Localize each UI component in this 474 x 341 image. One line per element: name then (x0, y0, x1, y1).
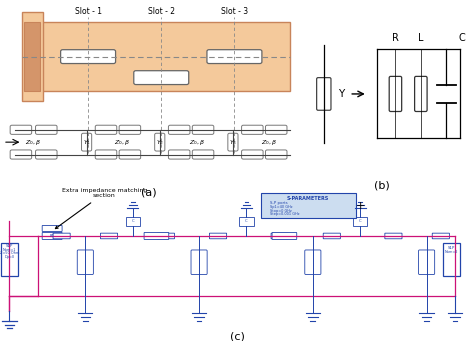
FancyBboxPatch shape (144, 233, 169, 239)
FancyBboxPatch shape (207, 50, 262, 63)
Text: Step=0.001 GHz: Step=0.001 GHz (270, 212, 300, 217)
FancyBboxPatch shape (168, 150, 190, 159)
FancyBboxPatch shape (134, 71, 189, 85)
FancyBboxPatch shape (323, 233, 340, 239)
FancyBboxPatch shape (242, 150, 263, 159)
Text: Slot - 3: Slot - 3 (221, 6, 248, 16)
Text: R: R (392, 33, 399, 43)
Bar (353, 217, 367, 226)
Text: C: C (131, 220, 134, 223)
FancyBboxPatch shape (265, 150, 287, 159)
Text: Num=1: Num=1 (3, 248, 17, 252)
FancyBboxPatch shape (305, 250, 321, 275)
FancyBboxPatch shape (272, 233, 297, 239)
FancyBboxPatch shape (10, 150, 32, 159)
FancyBboxPatch shape (419, 250, 435, 275)
Bar (126, 217, 140, 226)
Bar (443, 243, 460, 276)
FancyBboxPatch shape (210, 233, 227, 239)
Text: Slot - 1: Slot - 1 (74, 6, 101, 16)
FancyBboxPatch shape (271, 233, 288, 239)
Text: C: C (359, 220, 362, 223)
Text: Num=2: Num=2 (445, 251, 458, 254)
FancyBboxPatch shape (36, 125, 57, 134)
Text: $Z_0,\beta$: $Z_0,\beta$ (261, 138, 277, 147)
FancyBboxPatch shape (168, 125, 190, 134)
Text: S-P ports: S-P ports (270, 202, 288, 206)
FancyBboxPatch shape (119, 125, 141, 134)
Text: C: C (459, 33, 466, 43)
Text: C: C (245, 220, 248, 223)
FancyBboxPatch shape (10, 125, 32, 134)
Text: $Z_0,\beta$: $Z_0,\beta$ (189, 138, 205, 147)
FancyBboxPatch shape (191, 250, 207, 275)
FancyBboxPatch shape (385, 233, 402, 239)
FancyBboxPatch shape (36, 150, 57, 159)
FancyBboxPatch shape (265, 125, 287, 134)
Text: Slot - 2: Slot - 2 (148, 6, 175, 16)
Text: Y: Y (337, 89, 344, 99)
FancyBboxPatch shape (317, 78, 331, 110)
FancyBboxPatch shape (157, 233, 174, 239)
FancyBboxPatch shape (77, 250, 93, 275)
Text: Z=50 Ohm: Z=50 Ohm (0, 251, 19, 255)
Text: $Y_2$: $Y_2$ (155, 138, 164, 147)
Text: Extra impedance matching
section: Extra impedance matching section (55, 188, 147, 228)
Text: $Z_0,\beta$: $Z_0,\beta$ (25, 138, 41, 147)
Text: $Y_3$: $Y_3$ (229, 138, 237, 147)
FancyBboxPatch shape (95, 150, 117, 159)
Text: S1P: S1P (6, 244, 13, 248)
FancyBboxPatch shape (42, 225, 62, 232)
FancyBboxPatch shape (119, 150, 141, 159)
Bar (24, 22, 40, 91)
Text: (a): (a) (142, 188, 157, 198)
FancyBboxPatch shape (192, 150, 214, 159)
FancyBboxPatch shape (389, 76, 401, 112)
Bar (39, 22, 290, 91)
Text: S-PARAMETERS: S-PARAMETERS (287, 196, 329, 201)
Text: Dp=0: Dp=0 (5, 255, 15, 259)
FancyBboxPatch shape (242, 125, 263, 134)
FancyBboxPatch shape (432, 233, 449, 239)
FancyBboxPatch shape (61, 50, 116, 63)
Text: $Y_1$: $Y_1$ (82, 138, 91, 147)
FancyBboxPatch shape (42, 233, 62, 239)
Text: Stop=0 GHz: Stop=0 GHz (270, 209, 292, 213)
Text: R1: R1 (50, 234, 55, 238)
FancyBboxPatch shape (95, 125, 117, 134)
Text: Sp1=40 GHz: Sp1=40 GHz (270, 206, 292, 209)
FancyBboxPatch shape (155, 133, 165, 151)
Text: +: + (356, 201, 365, 211)
Text: S1P: S1P (448, 247, 456, 251)
Text: $Z_0,\beta$: $Z_0,\beta$ (114, 138, 131, 147)
FancyBboxPatch shape (228, 133, 238, 151)
Text: (b): (b) (374, 180, 390, 190)
FancyBboxPatch shape (82, 133, 91, 151)
Bar (261, 193, 356, 219)
FancyBboxPatch shape (53, 233, 70, 239)
Text: (c): (c) (229, 332, 245, 341)
FancyBboxPatch shape (192, 125, 214, 134)
Bar (239, 217, 254, 226)
Text: L: L (418, 33, 424, 43)
FancyBboxPatch shape (100, 233, 118, 239)
Bar (22, 12, 43, 101)
Bar (1, 243, 18, 276)
FancyBboxPatch shape (415, 76, 427, 112)
